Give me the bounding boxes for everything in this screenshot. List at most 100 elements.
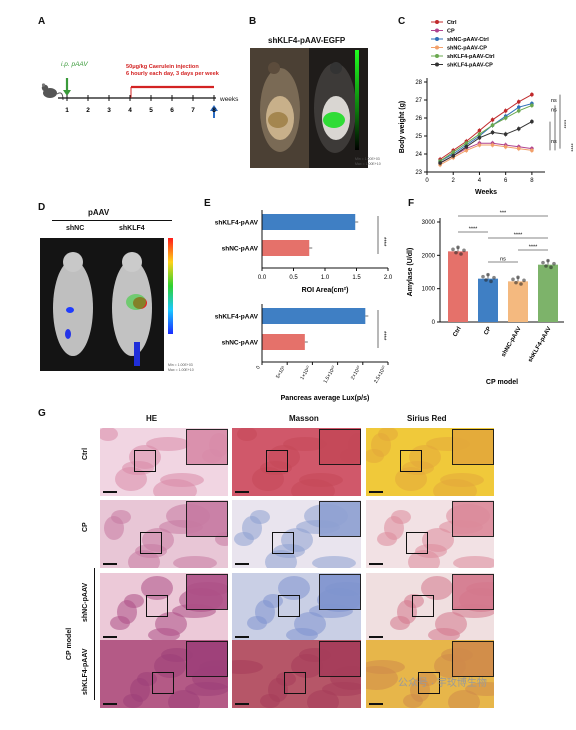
x-tick-label: 1.5	[352, 275, 361, 281]
y-tick-label: 25	[415, 134, 422, 140]
data-point	[451, 154, 456, 158]
zoom-inset	[452, 501, 494, 537]
bar	[508, 281, 528, 322]
scale-bar	[103, 703, 117, 705]
week-tick-label: 6	[170, 107, 174, 114]
selection-box	[400, 450, 422, 472]
x-axis-label: Weeks	[475, 189, 497, 196]
data-point	[451, 247, 455, 252]
data-point	[490, 123, 495, 127]
series-line	[439, 121, 533, 164]
watermark: 公众号 · 宇玫博生物	[398, 678, 487, 689]
scale-bar	[369, 491, 383, 493]
b-colorbar	[355, 50, 359, 150]
data-point	[490, 130, 495, 135]
roi-area-chart: shKLF4-pAAV shNC-pAAV 0.0 0.5 1.0 1.5 2.0 ROI A…	[215, 210, 393, 294]
lux-chart: shKLF4-pAAV shNC-pAAV 0 5×10⁹ 1×10¹⁰ 1.5×10¹⁰…	[215, 304, 389, 402]
selection-box	[278, 595, 300, 617]
zoom-inset	[319, 641, 361, 677]
x-axis-label: Pancreas average Lux(p/s)	[281, 395, 370, 402]
data-point	[552, 261, 556, 266]
d-scale-min: Min = 1.00E+03	[168, 363, 193, 367]
legend-label: shKLF4-pAAV-Ctrl	[447, 54, 495, 60]
data-point	[477, 132, 482, 136]
amylase-chart: 0 1000 2000 3000 Amylase (U/dl) Ctrl CP shNC-pA…	[407, 211, 564, 386]
category-label: shKLF4-pAAV	[215, 220, 259, 227]
mouse-icon	[41, 83, 64, 101]
y-axis-label: Body weight (g)	[399, 101, 406, 154]
series-line	[439, 103, 533, 162]
sig-label: ns	[500, 257, 506, 263]
series-line	[439, 144, 532, 166]
data-point	[516, 127, 521, 131]
x-tick-label: 0.0	[258, 275, 267, 281]
x-tick-label: 0	[255, 365, 262, 371]
g-col-sirius: Sirius Red	[407, 414, 447, 423]
selection-box	[272, 532, 294, 554]
panel-f-label: F	[408, 198, 415, 209]
sig-label: ****	[560, 120, 566, 129]
zoom-inset	[319, 574, 361, 610]
data-point	[489, 279, 493, 284]
histology-image	[232, 500, 361, 568]
b-mouse-photo	[250, 48, 368, 168]
x-axis-label: ROI Area(cm²)	[302, 287, 349, 294]
x-tick-label: 0.5	[289, 275, 298, 281]
selection-box	[152, 672, 174, 694]
data-point	[530, 148, 534, 153]
y-tick-label: 3000	[422, 220, 436, 226]
sig-label: ****	[469, 227, 478, 233]
panel-g-label: G	[38, 408, 46, 419]
legend-marker	[435, 37, 439, 41]
y-tick-label: 24	[415, 152, 422, 158]
data-point	[464, 148, 469, 153]
sig-label: ****	[380, 237, 386, 247]
week-tick-label: 1	[65, 107, 69, 114]
data-point	[519, 282, 523, 286]
data-point	[477, 136, 482, 140]
zoom-inset	[319, 501, 361, 537]
g-col-masson: Masson	[289, 414, 319, 423]
data-point	[477, 128, 482, 133]
scale-bar	[103, 636, 117, 638]
category-label: shKLF4-pAAV	[215, 314, 259, 321]
legend-label: shNC-pAAV-Ctrl	[447, 37, 489, 43]
selection-box	[418, 672, 440, 694]
d-scale-max: Max = 1.00E+10	[168, 368, 194, 372]
y-tick-label: 0	[432, 320, 436, 326]
y-tick-label: 26	[415, 116, 422, 122]
data-point	[456, 245, 460, 250]
data-point	[490, 118, 495, 122]
data-point	[549, 265, 553, 270]
y-tick-label: 2000	[422, 253, 436, 259]
y-tick-label: 28	[415, 80, 422, 86]
x-tick-label: 0	[425, 178, 429, 184]
x-tick-label: 5×10⁹	[275, 365, 287, 380]
body-weight-chart: Ctrl CP shNC-pAAV-Ctrl shNC-pAAV-CP shKLF4-p…	[399, 20, 573, 196]
route-label: i.p. pAAV	[61, 61, 88, 68]
bar	[262, 240, 310, 256]
zoom-inset	[186, 641, 228, 677]
category-label: CP	[483, 326, 492, 336]
week-tick-label: 8	[212, 107, 216, 114]
data-point	[511, 277, 515, 282]
panel-a-label: A	[38, 16, 46, 27]
y-tick-label: 27	[415, 98, 422, 104]
scale-bar	[369, 563, 383, 565]
g-row-shnc: shNC-pAAV	[82, 582, 89, 622]
panel-b-title: shKLF4-pAAV-EGFP	[268, 36, 346, 45]
data-point	[516, 275, 520, 280]
d-header-line	[52, 220, 172, 221]
panel-d-label: D	[38, 202, 46, 213]
zoom-inset	[186, 429, 228, 465]
selection-box	[134, 450, 156, 472]
scale-bar	[103, 563, 117, 565]
legend-marker	[435, 28, 439, 33]
data-point	[459, 252, 463, 256]
scale-bar	[235, 703, 249, 705]
d-col-shnc: shNC	[66, 225, 85, 232]
zoom-inset	[452, 574, 494, 610]
legend-marker	[435, 62, 439, 67]
x-tick-label: 2.0	[384, 275, 393, 281]
d-colorbar	[168, 238, 173, 334]
